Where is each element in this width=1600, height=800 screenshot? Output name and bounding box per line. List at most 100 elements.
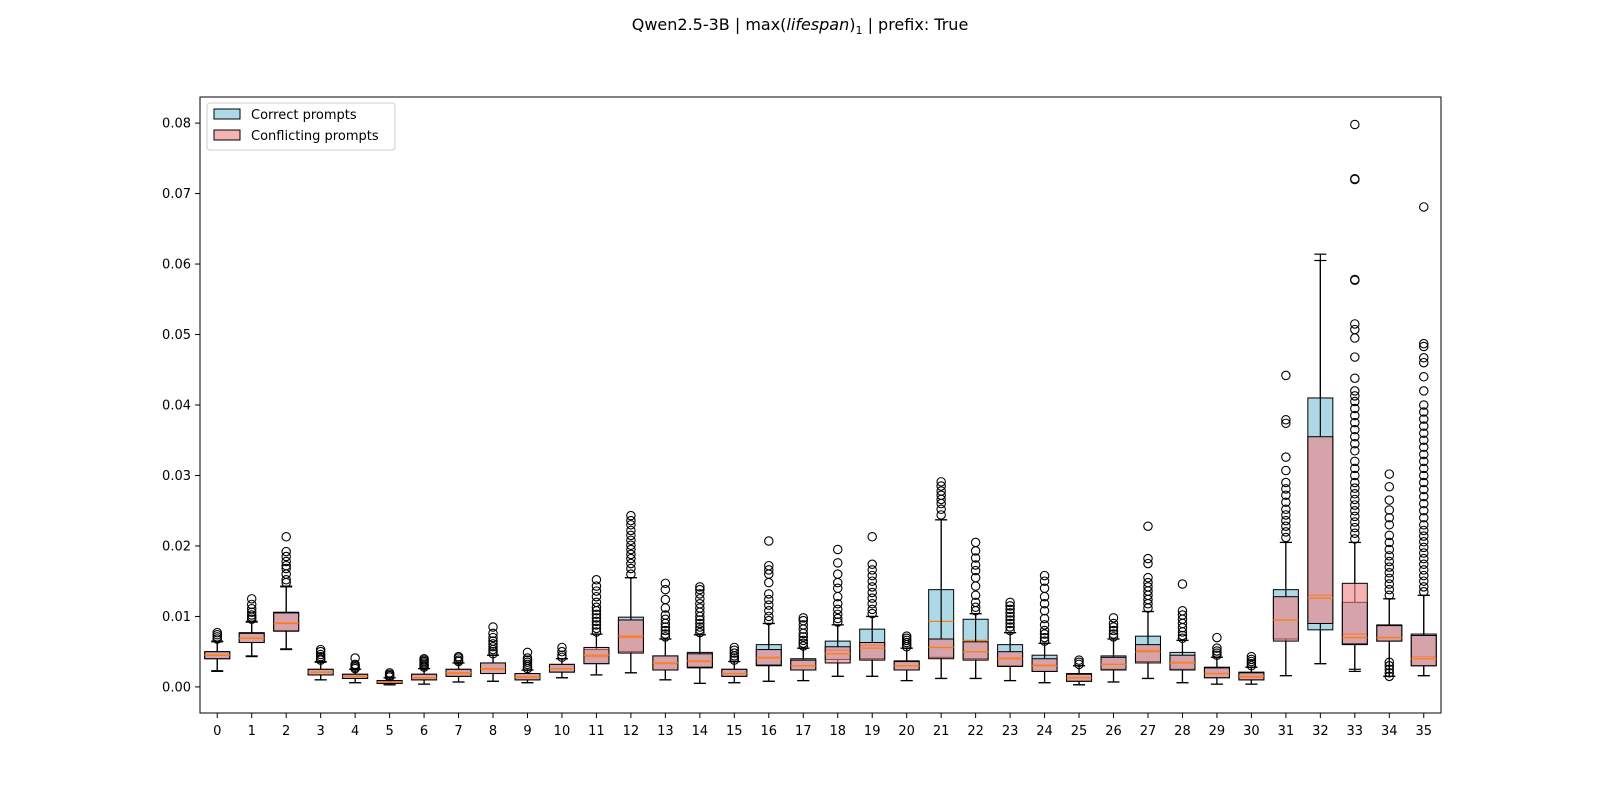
outlier-correct xyxy=(1350,500,1360,510)
outlier-correct xyxy=(695,594,705,604)
outlier-correct xyxy=(1039,613,1050,624)
outlier-correct xyxy=(591,581,602,591)
outlier-correct xyxy=(1281,510,1291,520)
outlier-correct xyxy=(1350,446,1360,456)
x-tick-label: 24 xyxy=(1036,724,1053,739)
outlier-correct xyxy=(867,604,877,615)
outlier-correct xyxy=(1384,579,1395,589)
outlier-correct xyxy=(798,613,809,623)
x-tick-label: 19 xyxy=(864,724,881,739)
box-conflicting xyxy=(1272,596,1299,642)
outlier-correct xyxy=(936,504,946,515)
chart-title: Qwen2.5-3B | max(lifespan)1 | prefix: Tr… xyxy=(632,15,969,37)
outlier-correct xyxy=(1419,353,1429,363)
outlier-correct xyxy=(901,631,912,641)
outlier-correct xyxy=(246,599,257,610)
outlier-correct xyxy=(1419,553,1429,564)
outlier-correct xyxy=(1108,629,1119,639)
outlier-correct xyxy=(1384,567,1395,578)
outlier-correct xyxy=(1384,573,1395,584)
outlier-correct xyxy=(1419,414,1429,424)
outlier-correct xyxy=(1350,517,1360,527)
outlier-correct xyxy=(1005,618,1015,629)
outlier-correct xyxy=(867,599,877,609)
outlier-correct xyxy=(1384,556,1395,567)
outlier-correct xyxy=(1143,577,1153,588)
outlier-correct xyxy=(1350,333,1360,343)
outlier-correct xyxy=(1005,615,1015,625)
outlier-correct xyxy=(1350,391,1360,401)
box-conflicting xyxy=(824,646,851,664)
outlier-correct xyxy=(281,575,291,585)
x-tick-label: 10 xyxy=(554,724,571,739)
outlier-correct xyxy=(1419,531,1429,541)
outlier-correct xyxy=(1384,505,1395,515)
outlier-correct xyxy=(1384,562,1395,572)
outlier-correct xyxy=(867,587,877,598)
outlier-correct xyxy=(1005,601,1015,611)
box-conflicting xyxy=(790,659,817,671)
outlier-correct xyxy=(1419,338,1429,349)
outlier-correct xyxy=(832,599,843,609)
outlier-correct xyxy=(1212,648,1222,658)
outlier-correct xyxy=(1108,625,1119,636)
outlier-correct xyxy=(1419,400,1429,410)
outlier-correct xyxy=(626,520,636,530)
outlier-correct xyxy=(764,577,774,588)
outlier-correct xyxy=(970,590,981,601)
outlier-correct xyxy=(1281,415,1291,425)
outlier-correct xyxy=(695,625,705,635)
outlier-correct xyxy=(1419,341,1429,352)
legend-swatch-correct xyxy=(213,108,241,120)
outlier-correct xyxy=(832,569,843,579)
outlier-correct xyxy=(832,544,843,555)
outlier-correct xyxy=(557,642,567,653)
outlier-correct xyxy=(1143,572,1153,583)
outlier-correct xyxy=(626,558,636,569)
outlier-correct xyxy=(1350,505,1360,516)
x-tick-label: 32 xyxy=(1312,724,1329,739)
x-tick-label: 17 xyxy=(795,724,812,739)
x-tick-label: 16 xyxy=(761,724,778,739)
outlier-correct xyxy=(970,572,981,583)
outlier-correct xyxy=(1419,470,1429,481)
outlier-correct xyxy=(1143,582,1153,592)
outlier-correct xyxy=(488,636,498,646)
outlier-correct xyxy=(970,560,981,570)
outlier-correct xyxy=(1350,386,1360,396)
x-tick-label: 5 xyxy=(385,724,393,739)
outlier-correct xyxy=(1281,370,1291,381)
y-tick-label: 0.02 xyxy=(162,539,191,554)
outlier-correct xyxy=(832,609,843,620)
outlier-correct xyxy=(798,638,809,648)
x-tick-label: 13 xyxy=(657,724,674,739)
outlier-correct xyxy=(970,537,981,548)
outlier-correct xyxy=(1212,643,1222,653)
outlier-correct xyxy=(281,560,291,571)
outlier-correct xyxy=(1419,548,1429,558)
outlier-correct xyxy=(281,551,291,562)
x-tick-label: 23 xyxy=(1002,724,1019,739)
x-tick-label: 12 xyxy=(623,724,640,739)
outlier-correct xyxy=(1350,483,1360,493)
outlier-correct xyxy=(522,647,533,658)
x-tick-label: 14 xyxy=(692,724,709,739)
outlier-correct xyxy=(695,615,705,625)
outlier-correct xyxy=(1350,424,1360,435)
box-conflicting xyxy=(721,668,748,677)
outlier-correct xyxy=(1419,498,1429,509)
outlier-correct xyxy=(1350,417,1360,428)
outlier-correct xyxy=(281,532,291,542)
x-tick-label: 11 xyxy=(588,724,605,739)
outlier-correct xyxy=(1281,484,1291,494)
x-tick-label: 28 xyxy=(1174,724,1191,739)
outlier-correct xyxy=(660,629,671,639)
outlier-correct xyxy=(1384,469,1395,479)
outlier-correct xyxy=(1281,452,1291,462)
outlier-correct xyxy=(1281,490,1291,500)
outlier-correct xyxy=(1108,622,1119,632)
outlier-correct xyxy=(488,622,498,632)
outlier-correct xyxy=(798,615,809,626)
outlier-correct xyxy=(626,535,636,546)
